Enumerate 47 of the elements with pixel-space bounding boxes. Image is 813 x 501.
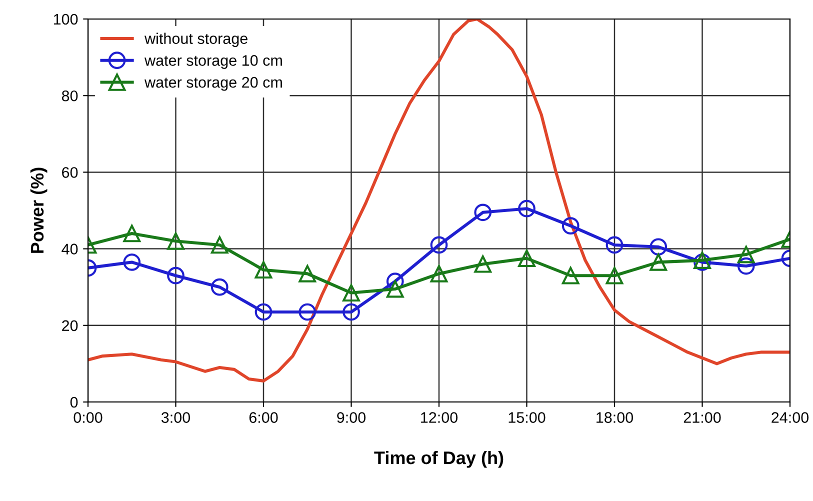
point xyxy=(298,265,316,282)
x-tick-label: 24:00 xyxy=(772,412,809,423)
legend-label: water storage 20 cm xyxy=(144,76,282,91)
x-tick-label: 3:00 xyxy=(161,412,190,423)
x-tick-label: 9:00 xyxy=(337,412,366,423)
point xyxy=(474,255,492,273)
y-axis-title: Power (%) xyxy=(30,168,48,253)
y-tick-label: 80 xyxy=(62,90,78,102)
legend-label: without storage xyxy=(144,32,248,47)
legend-label: water storage 10 cm xyxy=(144,55,282,69)
point xyxy=(167,266,184,284)
point xyxy=(167,232,184,250)
x-tick-label: 18:00 xyxy=(596,412,634,423)
point xyxy=(606,236,624,254)
point xyxy=(562,217,580,235)
point xyxy=(650,238,668,256)
point xyxy=(518,200,536,218)
point xyxy=(430,236,448,254)
point xyxy=(210,278,228,296)
point xyxy=(254,303,272,321)
y-tick-label: 40 xyxy=(62,244,78,254)
point xyxy=(123,224,141,242)
y-tick-label: 60 xyxy=(62,167,78,178)
point xyxy=(737,257,755,275)
point xyxy=(123,254,141,271)
point xyxy=(562,266,580,284)
point xyxy=(606,266,624,284)
point xyxy=(210,236,228,254)
point xyxy=(342,303,360,321)
point xyxy=(298,303,316,321)
x-tick-label: 0:00 xyxy=(74,412,102,423)
point xyxy=(342,284,360,302)
point xyxy=(518,250,536,268)
x-tick-label: 21:00 xyxy=(684,412,721,423)
x-tick-label: 15:00 xyxy=(508,412,546,423)
point xyxy=(386,280,404,298)
point xyxy=(737,246,755,264)
x-tick-label: 12:00 xyxy=(421,412,458,423)
x-tick-label: 6:00 xyxy=(249,412,278,423)
y-tick-label: 0 xyxy=(70,396,78,408)
point xyxy=(254,261,272,279)
y-tick-label: 100 xyxy=(54,14,78,25)
x-axis-title: Time of Day (h) xyxy=(374,450,504,468)
point xyxy=(474,204,492,222)
y-tick-label: 20 xyxy=(62,320,78,332)
point xyxy=(430,265,448,282)
point xyxy=(650,254,668,271)
